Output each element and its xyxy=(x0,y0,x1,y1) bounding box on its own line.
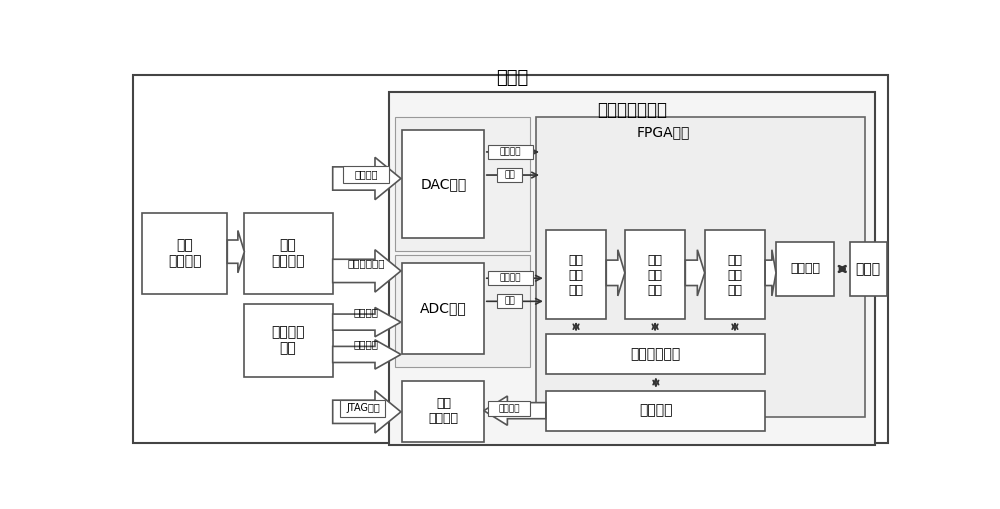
Bar xyxy=(402,381,484,442)
Polygon shape xyxy=(333,250,401,292)
Polygon shape xyxy=(765,250,776,296)
Text: 信号
调理模块: 信号 调理模块 xyxy=(271,238,304,268)
Polygon shape xyxy=(227,231,244,273)
Polygon shape xyxy=(606,250,625,296)
Polygon shape xyxy=(333,157,401,200)
Text: 数据
处理
模块: 数据 处理 模块 xyxy=(727,253,742,297)
Text: 通信模块: 通信模块 xyxy=(639,404,673,418)
Bar xyxy=(402,130,484,238)
Text: JTAG管脚: JTAG管脚 xyxy=(346,403,380,413)
Bar xyxy=(497,168,522,182)
Polygon shape xyxy=(484,396,546,426)
Bar xyxy=(395,117,530,251)
Bar xyxy=(546,334,765,375)
Polygon shape xyxy=(685,250,705,296)
Bar xyxy=(625,231,685,319)
Text: 数据: 数据 xyxy=(504,297,515,306)
Polygon shape xyxy=(333,340,401,369)
Text: 电源输入: 电源输入 xyxy=(354,169,378,179)
Text: 过程控制模块: 过程控制模块 xyxy=(631,348,681,361)
Bar xyxy=(388,92,875,444)
Bar xyxy=(705,231,765,319)
Text: 配置
存储单元: 配置 存储单元 xyxy=(429,398,459,426)
Text: 上位机: 上位机 xyxy=(856,262,881,276)
Bar xyxy=(850,242,887,296)
Text: 测试板: 测试板 xyxy=(496,69,529,87)
Bar xyxy=(488,271,533,285)
Bar xyxy=(142,213,227,294)
Bar xyxy=(546,231,606,319)
Text: 数据
存储
模块: 数据 存储 模块 xyxy=(648,253,663,297)
Bar xyxy=(497,294,522,308)
Text: ADC单元: ADC单元 xyxy=(420,301,467,315)
Text: FPGA单元: FPGA单元 xyxy=(637,125,690,139)
Text: 数据
采集
模块: 数据 采集 模块 xyxy=(569,253,584,297)
Bar xyxy=(395,255,530,367)
Bar xyxy=(488,145,533,159)
Text: 数据: 数据 xyxy=(504,171,515,180)
Bar xyxy=(343,166,389,183)
Bar xyxy=(340,400,385,417)
Bar xyxy=(536,117,865,417)
Bar xyxy=(488,401,530,416)
Text: 数模混合微系统: 数模混合微系统 xyxy=(598,101,668,119)
Text: 配置管脚: 配置管脚 xyxy=(498,404,520,413)
Polygon shape xyxy=(333,307,401,337)
Text: 通信接口: 通信接口 xyxy=(790,263,820,275)
Text: 时钟信号: 时钟信号 xyxy=(354,307,379,317)
Polygon shape xyxy=(333,390,401,433)
Bar xyxy=(546,390,765,431)
Bar xyxy=(402,263,484,354)
Text: DAC单元: DAC单元 xyxy=(420,177,467,191)
Text: 控制信号: 控制信号 xyxy=(499,148,521,156)
Bar xyxy=(244,304,333,377)
Text: 控制信号: 控制信号 xyxy=(499,274,521,282)
Text: 信号
发生模块: 信号 发生模块 xyxy=(168,238,201,268)
Text: 时钟信号: 时钟信号 xyxy=(354,340,379,350)
Text: 时钟产生
模块: 时钟产生 模块 xyxy=(271,325,304,355)
Bar xyxy=(244,213,333,294)
Text: 满量程正弦波: 满量程正弦波 xyxy=(347,258,385,268)
Bar xyxy=(776,242,834,296)
